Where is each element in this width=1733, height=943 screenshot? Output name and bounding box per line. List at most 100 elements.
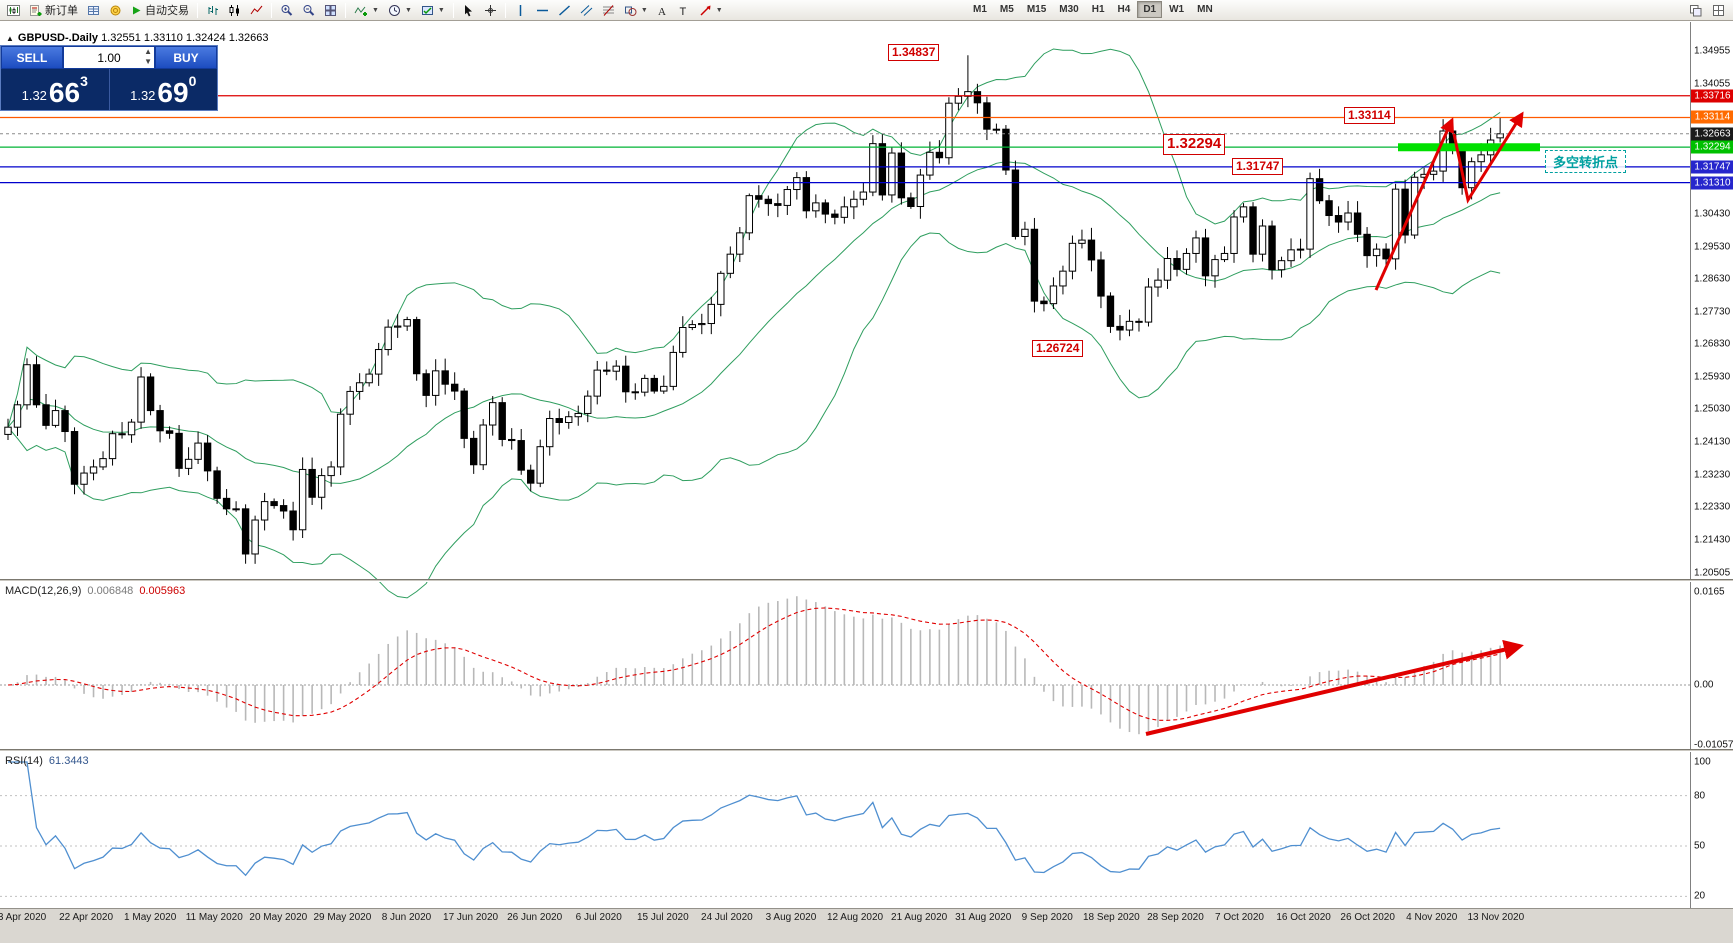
price-axis[interactable]: 1.34955 1.34055 1.30430 1.29530 1.28630 1.277… [1690, 22, 1733, 908]
price-annotation[interactable]: 1.31747 [1232, 158, 1284, 175]
price-tick: 1.28630 [1694, 273, 1731, 285]
template-icon[interactable]: ▼ [417, 1, 449, 19]
autotrade-label: 自动交易 [145, 5, 189, 17]
autotrade-play-icon [131, 5, 142, 16]
price-tick: 1.24130 [1694, 436, 1731, 448]
new-order-button[interactable]: 新订单 [25, 1, 82, 19]
shapes-tool-icon[interactable]: ▼ [620, 1, 652, 19]
sell-button[interactable]: SELL [1, 46, 63, 69]
one-click-collapse-icon[interactable]: ▲ [6, 34, 14, 43]
horizontal-line-tool-icon[interactable] [532, 1, 553, 19]
cursor-icon[interactable] [458, 1, 479, 19]
date-label: 26 Jun 2020 [507, 912, 563, 923]
line-chart-icon[interactable] [246, 1, 267, 19]
chevron-down-icon: ▼ [437, 6, 445, 14]
timeframe-d1-button[interactable]: D1 [1137, 1, 1163, 18]
text-tool-icon[interactable]: A [653, 1, 673, 19]
timeframe-h1-button[interactable]: H1 [1086, 1, 1111, 18]
text-label-tool-icon[interactable]: T [674, 1, 694, 19]
price-tick: 1.25930 [1694, 371, 1731, 383]
data-window-icon[interactable] [105, 1, 126, 19]
date-label: 4 Nov 2020 [1406, 912, 1458, 923]
timeframe-h4-button[interactable]: H4 [1112, 1, 1137, 18]
price-tick: 1.27730 [1694, 306, 1731, 318]
buy-price-display[interactable]: 1.32 69 0 [130, 73, 197, 108]
toolbar: 新订单 自动交易 ▼ ▼ ▼ ▼ A T ▼ M1 M5 M15 M30 H1 H4 D1 W… [0, 0, 1733, 21]
date-label: 9 Sep 2020 [1021, 912, 1073, 923]
arrange-windows-icon[interactable] [1708, 1, 1729, 19]
date-label: 28 Sep 2020 [1147, 912, 1204, 923]
volume-down-icon[interactable]: ▼ [144, 57, 152, 66]
note-annotation[interactable]: 多空转折点 [1545, 150, 1627, 173]
svg-text:T: T [680, 6, 687, 17]
timeframe-mn-button[interactable]: MN [1191, 1, 1219, 18]
sell-price-display[interactable]: 1.32 66 3 [1, 69, 110, 110]
date-label: 22 Apr 2020 [59, 912, 114, 923]
price-annotation[interactable]: 1.34837 [888, 44, 940, 61]
price-tick: 1.34955 [1694, 45, 1731, 57]
timeframe-m30-button[interactable]: M30 [1053, 1, 1084, 18]
periods-icon[interactable]: ▼ [384, 1, 416, 19]
rsi-axis-label: 20 [1694, 890, 1706, 902]
panel-separator[interactable] [0, 749, 1733, 752]
date-label: 13 Nov 2020 [1467, 912, 1525, 923]
vertical-line-tool-icon[interactable] [510, 1, 531, 19]
macd-header: MACD(12,26,9) 0.006848 0.005963 [5, 585, 186, 597]
candlestick-chart-icon[interactable] [224, 1, 245, 19]
indicators-icon[interactable]: ▼ [350, 1, 383, 19]
zoom-in-icon[interactable] [276, 1, 297, 19]
crosshair-icon[interactable] [480, 1, 501, 19]
date-label: 11 May 2020 [185, 912, 243, 923]
date-label: 24 Jul 2020 [701, 912, 753, 923]
new-order-label: 新订单 [45, 5, 78, 17]
timeframe-m15-button[interactable]: M15 [1021, 1, 1052, 18]
cascade-windows-icon[interactable] [1685, 1, 1706, 19]
price-tick: 1.29530 [1694, 241, 1731, 253]
chart-canvas[interactable] [0, 22, 1690, 943]
arrows-tool-icon[interactable]: ▼ [695, 1, 727, 19]
zoom-out-icon[interactable] [298, 1, 319, 19]
price-tick: 1.23230 [1694, 469, 1731, 480]
date-label: 15 Jul 2020 [636, 912, 689, 923]
timeframe-w1-button[interactable]: W1 [1163, 1, 1190, 18]
price-tag: 1.32663 [1691, 127, 1733, 141]
chart-region: ▲ GBPUSD-.Daily 1.32551 1.33110 1.32424 1… [0, 22, 1733, 943]
price-tag: 1.33114 [1691, 110, 1733, 124]
rsi-axis-label: 100 [1694, 756, 1711, 768]
price-tag: 1.32294 [1691, 140, 1733, 154]
price-annotation[interactable]: 1.26724 [1032, 340, 1084, 357]
date-label: 3 Apr 2020 [0, 912, 47, 923]
toolbar-separator [452, 2, 454, 18]
panel-separator[interactable] [0, 579, 1733, 582]
bar-chart-icon[interactable] [202, 1, 223, 19]
symbol-label: GBPUSD-.Daily [17, 32, 98, 44]
buy-button[interactable]: BUY [155, 46, 217, 69]
channel-tool-icon[interactable] [576, 1, 597, 19]
toolbar-separator [504, 2, 506, 18]
date-label: 31 Aug 2020 [955, 912, 1012, 923]
tile-windows-icon[interactable] [320, 1, 341, 19]
chevron-down-icon: ▼ [715, 6, 723, 14]
price-annotation[interactable]: 1.32294 [1163, 134, 1226, 155]
time-axis[interactable]: 3 Apr 2020 22 Apr 2020 1 May 2020 11 May 20… [0, 908, 1733, 943]
timeframe-m5-button[interactable]: M5 [994, 1, 1020, 18]
toolbar-separator [345, 2, 346, 18]
svg-text:A: A [658, 6, 666, 17]
price-tick: 1.30430 [1694, 208, 1731, 220]
date-label: 1 May 2020 [124, 912, 177, 923]
timeframe-m1-button[interactable]: M1 [967, 1, 993, 18]
market-watch-icon[interactable] [83, 1, 104, 19]
new-chart-window-icon[interactable] [3, 1, 24, 19]
fibonacci-tool-icon[interactable] [598, 1, 619, 19]
price-annotation[interactable]: 1.33114 [1344, 107, 1395, 124]
trendline-tool-icon[interactable] [554, 1, 575, 19]
volume-field[interactable]: 1.00 ▲ ▼ [63, 46, 155, 69]
price-tick: 1.22330 [1694, 501, 1731, 513]
macd-axis-label: 0.0165 [1694, 586, 1725, 598]
volume-up-icon[interactable]: ▲ [144, 47, 152, 56]
timeframe-group: M1 M5 M15 M30 H1 H4 D1 W1 MN [967, 1, 1219, 18]
price-tick: 1.21430 [1694, 534, 1731, 546]
date-label: 17 Jun 2020 [443, 912, 499, 923]
autotrade-button[interactable]: 自动交易 [127, 1, 193, 19]
date-label: 3 Aug 2020 [765, 912, 817, 923]
